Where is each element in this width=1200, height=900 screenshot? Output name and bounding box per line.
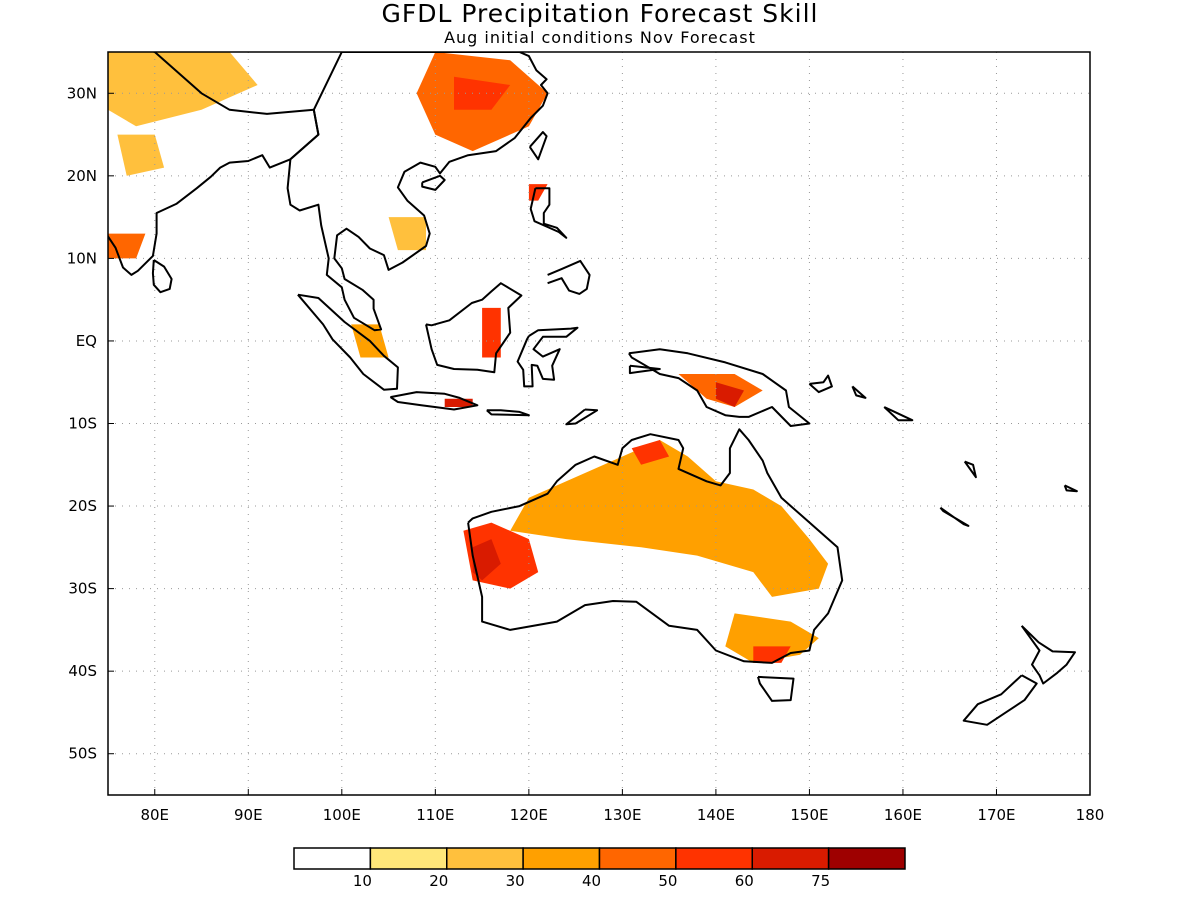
lon-tick-label: 150E: [790, 806, 828, 824]
coastline: [628, 364, 661, 375]
legend-label: 75: [811, 872, 830, 890]
axis-labels: 80E 90E 100E 110E 120E 130E 140E 150E 160E 170E 18…: [67, 84, 1105, 824]
coastlines: [108, 52, 1078, 726]
legend-label: 30: [506, 872, 525, 890]
coastline: [297, 293, 399, 391]
coastline: [963, 460, 977, 479]
lat-tick-label: 10N: [67, 249, 97, 267]
skill-region: [753, 646, 791, 663]
lat-tick-label: 30N: [67, 84, 97, 102]
coastline: [389, 391, 479, 411]
skill-region: [388, 217, 426, 251]
skill-region: [631, 440, 670, 465]
lon-tick-label: 90E: [234, 806, 263, 824]
skill-region: [472, 539, 501, 581]
coastline: [425, 282, 523, 374]
lat-tick-label: 20S: [68, 497, 97, 515]
coastline: [565, 408, 599, 426]
coastline: [151, 259, 173, 294]
coastline: [1063, 484, 1078, 493]
coastline: [529, 187, 568, 239]
coastline: [628, 348, 811, 427]
lat-tick-label: EQ: [76, 332, 97, 350]
skill-region: [715, 382, 744, 407]
lat-tick-label: 10S: [68, 415, 97, 433]
coastline: [516, 326, 579, 388]
coastline: [286, 52, 549, 332]
map-subtitle: Aug initial conditions Nov Forecast: [444, 28, 756, 47]
lon-tick-label: 140E: [697, 806, 735, 824]
skill-region: [510, 440, 829, 597]
skill-region: [454, 76, 511, 110]
legend-swatch: [827, 847, 906, 870]
coastline: [851, 385, 867, 399]
legend-label: 50: [658, 872, 677, 890]
legend-swatch: [369, 847, 448, 870]
coastline: [883, 406, 914, 422]
lat-tick-label: 40S: [68, 662, 97, 680]
lon-tick-label: 130E: [603, 806, 641, 824]
legend-label: 20: [429, 872, 448, 890]
legend-label: 10: [353, 872, 372, 890]
lon-tick-label: 110E: [416, 806, 454, 824]
lon-tick-label: 170E: [977, 806, 1015, 824]
coastline: [108, 52, 320, 276]
lon-tick-label: 180: [1076, 806, 1105, 824]
coastline: [962, 674, 1038, 726]
legend-label: 60: [735, 872, 754, 890]
skill-region: [528, 184, 548, 201]
legend-swatch: [675, 847, 753, 870]
lon-tick-label: 100E: [323, 806, 361, 824]
lat-tick-label: 50S: [68, 745, 97, 763]
coastline: [1020, 625, 1076, 685]
skill-region: [482, 307, 501, 358]
coastline: [808, 374, 833, 394]
lon-tick-label: 80E: [140, 806, 169, 824]
skill-region: [725, 613, 819, 663]
color-legend: 10 20 30 40 50 60 75: [293, 847, 906, 890]
map-title: GFDL Precipitation Forecast Skill: [381, 0, 819, 28]
lat-tick-label: 30S: [68, 580, 97, 598]
coastline: [528, 131, 548, 161]
legend-swatch: [522, 847, 601, 870]
legend-swatch: [598, 847, 677, 870]
legend-label: 40: [582, 872, 601, 890]
coastline: [467, 428, 844, 664]
skill-region: [117, 134, 165, 176]
skill-region: [444, 398, 473, 407]
lon-tick-label: 160E: [884, 806, 922, 824]
coastline: [486, 409, 530, 417]
skill-shading: [108, 52, 829, 663]
coastline: [547, 259, 591, 295]
coastline: [757, 675, 795, 702]
coastline: [421, 174, 446, 191]
lat-tick-label: 20N: [67, 167, 97, 185]
coastline: [939, 506, 970, 527]
legend-swatch: [751, 847, 830, 870]
lon-tick-label: 120E: [510, 806, 548, 824]
skill-region: [108, 52, 258, 127]
legend-swatch: [446, 847, 524, 870]
map-grid: [108, 52, 1090, 795]
legend-swatch: [293, 847, 372, 870]
